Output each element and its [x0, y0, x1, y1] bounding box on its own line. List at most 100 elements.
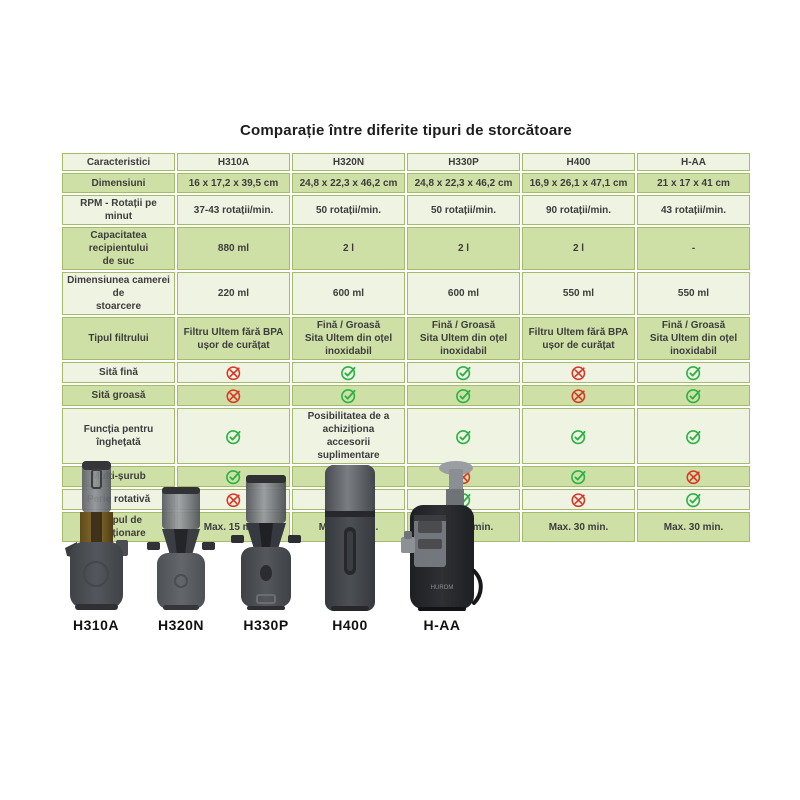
feature-status-cell — [292, 362, 405, 383]
product-h-aa: HUROM H-AA — [394, 452, 490, 633]
cross-icon — [571, 493, 586, 508]
row-label: Funcția pentru înghețată — [62, 408, 175, 464]
row-label: Sită fină — [62, 362, 175, 383]
model-column-header: H310A — [177, 153, 290, 171]
value-cell: 600 ml — [407, 272, 520, 315]
check-icon — [686, 493, 701, 508]
value-cell: - — [637, 227, 750, 270]
row-label: Dimensiuni — [62, 173, 175, 193]
value-cell: 90 rotații/min. — [522, 195, 635, 225]
check-icon — [571, 429, 586, 444]
value-cell: 2 l — [407, 227, 520, 270]
product-label: H400 — [332, 617, 368, 633]
row-label: Tipul filtrului — [62, 317, 175, 360]
model-column-header: H-AA — [637, 153, 750, 171]
value-cell: Max. 30 min. — [522, 512, 635, 542]
product-h310a: H310A — [57, 452, 135, 633]
product-label: H-AA — [423, 617, 461, 633]
juicer-h320n-image — [147, 487, 215, 610]
product-label: H310A — [72, 617, 120, 633]
product-h400: H400 — [311, 452, 389, 633]
table-row: Sită fină — [62, 362, 750, 383]
check-icon — [226, 429, 241, 444]
comparison-table: Caracteristici H310A H320N H330P H400 H-AA Di… — [60, 151, 752, 544]
model-column-header: H400 — [522, 153, 635, 171]
value-cell: 550 ml — [637, 272, 750, 315]
value-cell: Filtru Ultem fără BPA ușor de curățat — [522, 317, 635, 360]
feature-status-cell — [522, 408, 635, 464]
feature-status-cell — [522, 362, 635, 383]
cross-icon — [226, 493, 241, 508]
comparison-table-body: Dimensiuni 16 x 17,2 x 39,5 cm 24,8 x 22,3… — [62, 173, 750, 542]
cross-icon — [226, 389, 241, 404]
check-icon — [456, 429, 471, 444]
value-cell: 2 l — [292, 227, 405, 270]
value-cell: Fină / Groasă Sita Ultem din oțel inoxid… — [292, 317, 405, 360]
check-icon — [686, 429, 701, 444]
feature-column-header: Caracteristici — [62, 153, 175, 171]
cross-icon — [571, 389, 586, 404]
check-icon — [456, 366, 471, 381]
product-h320n: H320N — [142, 452, 220, 633]
juicer-h-aa-image: HUROM — [401, 461, 483, 611]
cross-icon — [226, 366, 241, 381]
check-icon — [341, 366, 356, 381]
row-label: Capacitatea recipientului de suc — [62, 227, 175, 270]
product-label: H330P — [243, 617, 289, 633]
check-icon — [686, 389, 701, 404]
feature-status-cell — [407, 385, 520, 406]
feature-status-cell — [407, 362, 520, 383]
table-row: Dimensiunea camerei de stoarcere 220 ml 60… — [62, 272, 750, 315]
table-row: RPM - Rotații pe minut 37-43 rotații/min.… — [62, 195, 750, 225]
value-cell: 50 rotații/min. — [407, 195, 520, 225]
value-cell: 50 rotații/min. — [292, 195, 405, 225]
juicer-h330p-image — [231, 475, 301, 610]
model-column-header: H320N — [292, 153, 405, 171]
page-title: Comparație între diferite tipuri de stor… — [240, 122, 572, 139]
cross-icon — [686, 470, 701, 485]
feature-status-cell — [637, 489, 750, 510]
feature-status-cell — [637, 385, 750, 406]
feature-status-cell — [637, 408, 750, 464]
feature-status-cell — [292, 385, 405, 406]
check-icon — [226, 470, 241, 485]
check-icon — [341, 389, 356, 404]
row-label: Sită groasă — [62, 385, 175, 406]
comparison-table-header: Caracteristici H310A H320N H330P H400 H-AA — [62, 153, 750, 171]
feature-status-cell — [522, 466, 635, 487]
value-cell: 550 ml — [522, 272, 635, 315]
juicer-h310a-image — [65, 461, 128, 610]
juicer-h400-image — [325, 465, 375, 611]
product-label: H320N — [157, 617, 205, 633]
table-row: Capacitatea recipientului de suc 880 ml 2 … — [62, 227, 750, 270]
value-cell: 220 ml — [177, 272, 290, 315]
value-cell: 600 ml — [292, 272, 405, 315]
feature-status-cell — [177, 408, 290, 464]
feature-status-cell — [407, 408, 520, 464]
value-cell: Max. 30 min. — [637, 512, 750, 542]
value-cell: Filtru Ultem fără BPA ușor de curățat — [177, 317, 290, 360]
value-cell: Posibilitatea de a achiziționa accesorii… — [292, 408, 405, 464]
value-cell: Fină / Groasă Sita Ultem din oțel inoxid… — [637, 317, 750, 360]
table-row: Sită groasă — [62, 385, 750, 406]
table-row: Dimensiuni 16 x 17,2 x 39,5 cm 24,8 x 22,3… — [62, 173, 750, 193]
model-column-header: H330P — [407, 153, 520, 171]
value-cell: 2 l — [522, 227, 635, 270]
value-cell: 24,8 x 22,3 x 46,2 cm — [407, 173, 520, 193]
product-h330p: H330P — [227, 452, 305, 633]
svg-text:HUROM: HUROM — [431, 585, 454, 591]
check-icon — [571, 470, 586, 485]
value-cell: 16,9 x 26,1 x 47,1 cm — [522, 173, 635, 193]
value-cell: 24,8 x 22,3 x 46,2 cm — [292, 173, 405, 193]
value-cell: 37-43 rotații/min. — [177, 195, 290, 225]
check-icon — [686, 366, 701, 381]
value-cell: 880 ml — [177, 227, 290, 270]
feature-status-cell — [177, 385, 290, 406]
value-cell: Fină / Groasă Sita Ultem din oțel inoxid… — [407, 317, 520, 360]
table-row: Funcția pentru înghețată Posibilitatea de… — [62, 408, 750, 464]
feature-status-cell — [522, 385, 635, 406]
row-label: Dimensiunea camerei de stoarcere — [62, 272, 175, 315]
check-icon — [456, 389, 471, 404]
table-row: Tipul filtrului Filtru Ultem fără BPA ușo… — [62, 317, 750, 360]
